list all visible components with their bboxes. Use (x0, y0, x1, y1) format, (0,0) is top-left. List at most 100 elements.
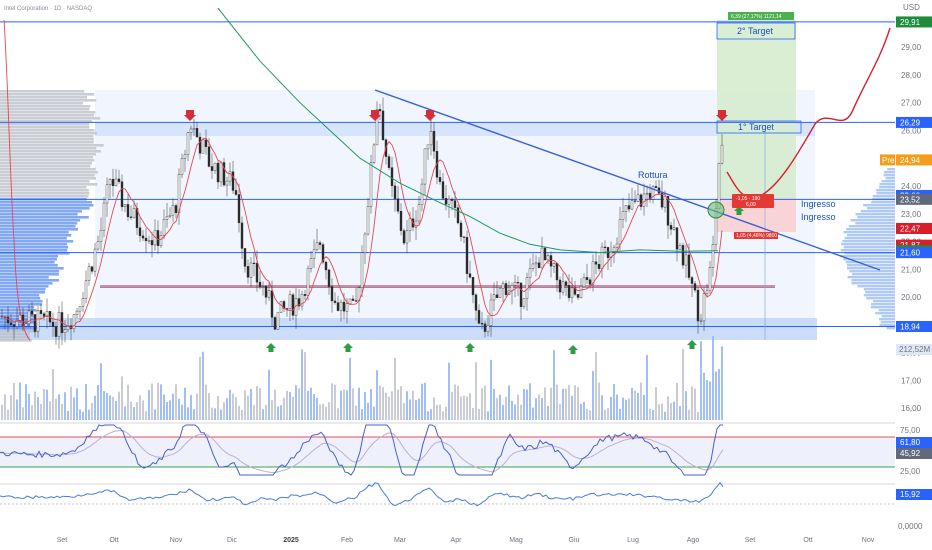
volume-bar (559, 404, 561, 420)
candle-body (558, 279, 562, 293)
candle-body (165, 216, 169, 220)
volume-bar (325, 406, 327, 420)
profile-bin (850, 219, 895, 222)
profile-bin (880, 321, 895, 324)
volume-bar (445, 406, 447, 420)
price-tag (896, 193, 932, 205)
candle-body (564, 281, 568, 286)
profile-bin (0, 291, 45, 294)
volume-bar (169, 400, 171, 420)
date-label: Ago (687, 537, 700, 544)
candle-body (390, 167, 394, 187)
candle-body (306, 268, 310, 296)
volume-bar (721, 346, 723, 420)
profile-bin (0, 180, 90, 183)
volume-bar (244, 390, 246, 420)
profile-bin (0, 219, 81, 222)
candle-body (99, 229, 103, 242)
candle-body (444, 198, 448, 205)
volume-bar (424, 382, 426, 420)
candle-body (126, 204, 130, 218)
rsi-tick-25: 25,00 (900, 467, 921, 476)
price-tick-label: 17,00 (901, 376, 922, 385)
buy-arrow-icon (568, 345, 578, 354)
candle-body (660, 193, 664, 208)
descending-trendline[interactable] (374, 89, 881, 271)
candle-body (90, 266, 94, 272)
candle-body (15, 320, 19, 327)
candle-body (363, 233, 367, 253)
candle-body (171, 205, 175, 216)
profile-bin (870, 306, 895, 309)
candle-body (249, 262, 253, 278)
date-label: Lug (627, 537, 639, 544)
volume-bar (508, 385, 510, 420)
profile-bin (871, 201, 895, 204)
date-label: Set (57, 537, 68, 544)
profile-bin (851, 282, 895, 285)
volume-bar (205, 384, 207, 420)
volume-bar (343, 389, 345, 420)
volume-bar (376, 370, 378, 420)
entry-label-2: Ingresso (801, 212, 836, 222)
volume-bar (511, 400, 513, 420)
candle-body (150, 240, 154, 246)
volume-bar (271, 400, 273, 420)
profile-bin (0, 309, 37, 312)
volume-bar (457, 385, 459, 420)
volume-bar (430, 409, 432, 420)
volume-profile-left (0, 90, 104, 342)
profile-bin (0, 258, 57, 261)
candle-body (423, 148, 427, 185)
price-tick-label: 27,00 (901, 99, 922, 108)
price-tag-label: 23,52 (900, 195, 921, 204)
profile-bin (0, 252, 70, 255)
price-tag-label: 24,94 (900, 156, 921, 165)
profile-bin (883, 171, 895, 174)
profile-bin (0, 330, 38, 333)
price-axis[interactable]: USD 29,00 28,00 27,00 26,00 25,00 24,00 23,00 2… (880, 0, 932, 550)
candle-body (693, 283, 697, 291)
profile-bin (0, 228, 78, 231)
volume-bar (40, 404, 42, 420)
profile-bin (849, 270, 895, 273)
candle-body (51, 321, 55, 327)
candle-body (279, 301, 283, 313)
candle-body (489, 299, 493, 326)
rsi-tag-2-label: 45,92 (900, 449, 921, 458)
price-tick-label: 20,00 (901, 293, 922, 302)
volume-bar (679, 405, 681, 420)
volume-bar (526, 389, 528, 420)
volume-bar (319, 404, 321, 420)
target1-box (716, 120, 802, 134)
risk-info-label: -1,05 · 190 (736, 196, 760, 202)
volume-bar (358, 387, 360, 420)
volume-bar (259, 388, 261, 420)
volume-bar (10, 395, 12, 420)
candle-body (276, 312, 280, 330)
profile-bin (0, 177, 96, 180)
candle-body (228, 171, 232, 182)
profile-bin (855, 222, 895, 225)
candle-body (234, 190, 238, 195)
volume-bar (67, 410, 69, 420)
volume-bar (610, 397, 612, 420)
volume-bar (292, 396, 294, 420)
volume-bar (517, 394, 519, 420)
profile-bin (0, 282, 53, 285)
candle-body (636, 194, 640, 202)
candle-body (591, 261, 595, 285)
volume-bar (124, 406, 126, 420)
date-axis[interactable]: Set Ott Nov Dic 2025 Feb Mar Apr Mag Giu Lug Ago Set… (57, 537, 875, 544)
volume-bar (619, 408, 621, 420)
volume-bar (664, 411, 666, 420)
volume-bar (367, 402, 369, 420)
price-tick-label: 16,00 (901, 404, 922, 413)
volume-bar (667, 396, 669, 420)
candle-body (345, 303, 349, 312)
volume-bar (307, 390, 309, 420)
candle-body (603, 246, 607, 248)
volume-bar (658, 404, 660, 420)
candle-body (699, 320, 703, 322)
